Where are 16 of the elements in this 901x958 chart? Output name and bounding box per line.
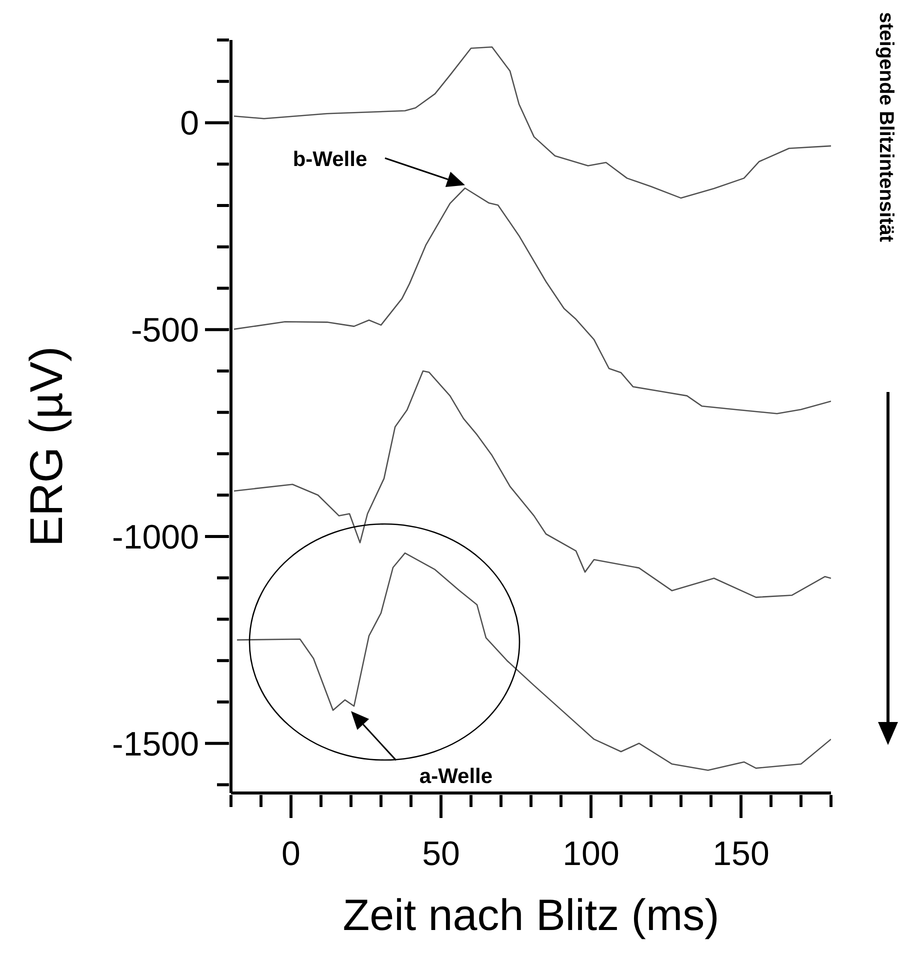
line-series [233,46,831,199]
x-tick-label: 150 [712,835,770,873]
annotation: a-Welle [419,765,493,788]
x-tick-label: 50 [422,835,460,873]
y-tick-label: -1500 [112,725,199,764]
x-tick-label: 0 [282,835,300,873]
x-axis-title: Zeit nach Blitz (ms) [342,891,720,940]
line-series [233,187,831,414]
y-axis-title: ERG (µV) [20,346,72,547]
x-tick-label: 100 [562,835,620,873]
y-tick-label: 0 [180,104,199,143]
y-tick-label: -1000 [112,518,199,556]
annotation: b-Welle [292,148,368,172]
text: steigende Blitzintensität [875,12,897,242]
line-series [233,370,831,598]
y-tick-label: -500 [130,312,199,350]
